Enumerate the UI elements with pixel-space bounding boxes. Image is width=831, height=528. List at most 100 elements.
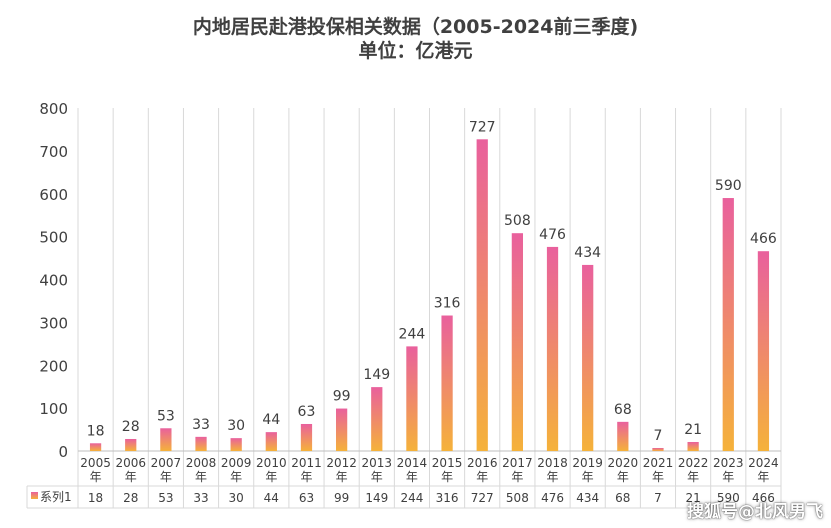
table-value: 149 bbox=[365, 491, 388, 505]
x-tick-label-suffix: 年 bbox=[406, 470, 418, 484]
data-label: 53 bbox=[157, 408, 175, 424]
x-tick-label-suffix: 年 bbox=[300, 470, 312, 484]
watermark: 搜狐号@北风男飞 bbox=[687, 502, 823, 522]
table-value: 21 bbox=[685, 491, 700, 505]
bar bbox=[265, 432, 277, 451]
y-tick-label: 700 bbox=[39, 143, 68, 161]
bar bbox=[300, 423, 313, 451]
x-tick-label: 2017 bbox=[502, 456, 533, 470]
x-tick-label-suffix: 年 bbox=[582, 470, 594, 484]
x-tick-label: 2020 bbox=[608, 456, 639, 470]
table-value: 18 bbox=[88, 491, 103, 505]
legend-label-series1: 系列1 bbox=[40, 490, 72, 504]
chart-subtitle: 单位：亿港元 bbox=[358, 40, 473, 62]
x-tick-label-suffix: 年 bbox=[265, 470, 277, 484]
x-tick-label-suffix: 年 bbox=[371, 470, 383, 484]
x-tick-label-suffix: 年 bbox=[195, 470, 207, 484]
y-tick-label: 300 bbox=[39, 314, 68, 332]
table-value: 68 bbox=[615, 491, 630, 505]
bar bbox=[546, 246, 559, 451]
table-value: 99 bbox=[334, 491, 349, 505]
bar bbox=[230, 438, 242, 451]
y-tick-label: 600 bbox=[39, 186, 68, 204]
bar bbox=[336, 408, 348, 451]
x-tick-label-suffix: 年 bbox=[511, 470, 523, 484]
table-value: 316 bbox=[436, 491, 459, 505]
x-tick-label-suffix: 年 bbox=[547, 470, 559, 484]
bar bbox=[160, 428, 172, 451]
x-tick-label: 2007 bbox=[151, 456, 182, 470]
table-value: 30 bbox=[229, 491, 244, 505]
data-label: 316 bbox=[434, 296, 461, 312]
legend-key-series1 bbox=[31, 492, 38, 499]
chart-title: 内地居民赴港投保相关数据（2005-2024前三季度) bbox=[192, 16, 639, 38]
data-label: 466 bbox=[750, 231, 777, 247]
x-tick-label-suffix: 年 bbox=[160, 470, 172, 484]
data-label: 508 bbox=[504, 213, 531, 229]
bar bbox=[582, 264, 594, 451]
x-tick-label: 2014 bbox=[397, 456, 428, 470]
x-tick-label: 2024 bbox=[748, 456, 779, 470]
y-tick-label: 0 bbox=[58, 443, 68, 461]
data-label: 727 bbox=[469, 119, 496, 135]
x-tick-label: 2013 bbox=[362, 456, 393, 470]
x-tick-label: 2016 bbox=[467, 456, 498, 470]
x-tick-label: 2022 bbox=[678, 456, 709, 470]
data-label: 68 bbox=[614, 402, 632, 418]
data-label: 149 bbox=[363, 367, 390, 383]
data-label: 476 bbox=[539, 227, 566, 243]
x-tick-label: 2005 bbox=[80, 456, 111, 470]
x-tick-label-suffix: 年 bbox=[617, 470, 629, 484]
table-value: 33 bbox=[193, 491, 208, 505]
table-value: 63 bbox=[299, 491, 314, 505]
y-tick-label: 100 bbox=[39, 400, 68, 418]
table-value: 434 bbox=[576, 491, 599, 505]
y-tick-label: 500 bbox=[39, 229, 68, 247]
x-tick-label: 2019 bbox=[572, 456, 603, 470]
bar bbox=[441, 315, 453, 451]
bar bbox=[617, 421, 629, 451]
table-value: 244 bbox=[400, 491, 423, 505]
x-tick-label: 2011 bbox=[291, 456, 322, 470]
bar bbox=[757, 251, 770, 451]
data-label: 28 bbox=[122, 419, 140, 435]
bar bbox=[195, 436, 207, 451]
x-tick-label-suffix: 年 bbox=[687, 470, 699, 484]
x-tick-label: 2015 bbox=[432, 456, 463, 470]
table-value: 476 bbox=[541, 491, 564, 505]
x-tick-label-suffix: 年 bbox=[757, 470, 769, 484]
bar bbox=[511, 233, 523, 451]
data-label: 18 bbox=[87, 423, 105, 439]
bar bbox=[125, 438, 137, 451]
y-tick-label: 800 bbox=[39, 100, 68, 118]
x-tick-label-suffix: 年 bbox=[652, 470, 664, 484]
data-label: 590 bbox=[715, 178, 742, 194]
x-tick-label: 2006 bbox=[115, 456, 146, 470]
bar bbox=[722, 198, 734, 451]
table-value: 44 bbox=[264, 491, 279, 505]
bar bbox=[476, 139, 488, 451]
x-tick-label: 2012 bbox=[326, 456, 357, 470]
x-tick-label: 2008 bbox=[186, 456, 217, 470]
x-tick-label: 2023 bbox=[713, 456, 744, 470]
table-value: 508 bbox=[506, 491, 529, 505]
table-value: 590 bbox=[717, 491, 740, 505]
x-tick-label-suffix: 年 bbox=[336, 470, 348, 484]
table-value: 727 bbox=[471, 491, 494, 505]
bar bbox=[371, 387, 383, 451]
data-label: 244 bbox=[399, 326, 426, 342]
x-tick-label: 2010 bbox=[256, 456, 287, 470]
bar bbox=[406, 346, 418, 451]
bar bbox=[652, 447, 664, 451]
x-tick-label: 2009 bbox=[221, 456, 252, 470]
bar bbox=[687, 441, 699, 451]
y-tick-label: 400 bbox=[39, 272, 68, 290]
x-tick-label: 2021 bbox=[643, 456, 674, 470]
table-value: 7 bbox=[654, 491, 662, 505]
x-tick-label-suffix: 年 bbox=[125, 470, 137, 484]
y-tick-label: 200 bbox=[39, 357, 68, 375]
x-tick-label-suffix: 年 bbox=[722, 470, 734, 484]
table-value: 466 bbox=[752, 491, 775, 505]
x-tick-label: 2018 bbox=[537, 456, 568, 470]
